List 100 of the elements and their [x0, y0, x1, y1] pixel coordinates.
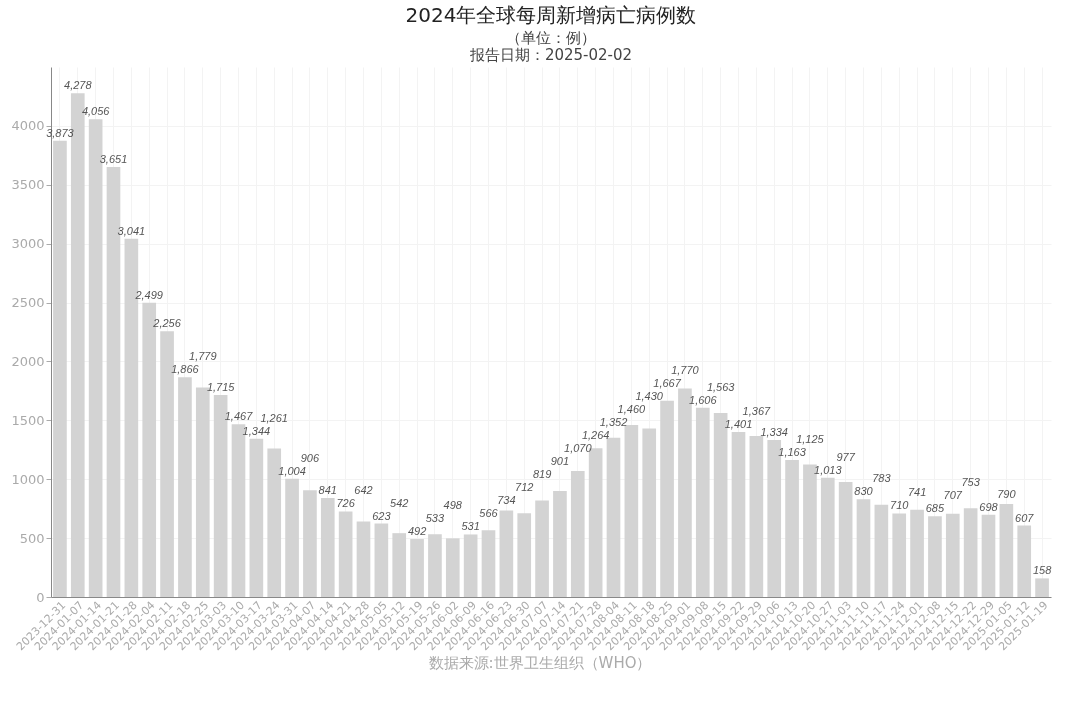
bar: [963, 508, 978, 597]
data-label: 642: [354, 484, 373, 497]
y-tick-label: 1000: [11, 471, 45, 487]
bar: [1017, 525, 1032, 597]
data-label: 819: [532, 468, 552, 481]
bar: [695, 407, 710, 597]
bar: [1035, 578, 1049, 597]
bar: [660, 400, 674, 597]
data-label: 712: [515, 481, 534, 494]
data-label: 533: [425, 512, 445, 525]
data-label: 710: [890, 499, 910, 512]
y-tick-label: 1500: [11, 412, 45, 428]
data-label: 707: [943, 489, 963, 502]
bar: [356, 521, 371, 597]
data-label: 566: [479, 507, 499, 520]
bar: [178, 377, 192, 597]
bar: [945, 513, 960, 597]
y-tick-label: 2000: [11, 353, 45, 369]
data-label: 1,344: [242, 424, 271, 437]
bar: [445, 538, 460, 597]
bar: [517, 513, 532, 597]
bar: [481, 530, 496, 597]
data-label: 1,715: [206, 381, 236, 394]
data-label: 1,125: [796, 433, 825, 446]
bar: [856, 499, 871, 597]
data-label: 783: [872, 472, 892, 485]
data-label: 906: [300, 451, 320, 464]
bar: [410, 539, 424, 597]
data-label: 1,779: [189, 350, 217, 363]
data-label: 790: [997, 487, 1017, 500]
data-label: 1,460: [617, 403, 646, 416]
data-label: 623: [372, 509, 392, 522]
y-tick-label: 3500: [11, 177, 45, 193]
y-tick-label: 4000: [11, 118, 45, 134]
source-note: 数据来源:世界卫生组织（WHO）: [427, 654, 653, 673]
data-label: 734: [497, 494, 516, 507]
data-label: 1,770: [671, 364, 700, 377]
bar: [463, 534, 478, 597]
bar: [838, 481, 853, 597]
bar: [374, 523, 389, 597]
data-label: 1,606: [689, 393, 718, 406]
text: 报告日期：2025-02-02: [468, 46, 633, 64]
data-label: 1,264: [581, 429, 610, 442]
data-label: 726: [336, 497, 356, 510]
bar: [499, 510, 514, 597]
bar: [553, 490, 567, 597]
data-label: 1,070: [564, 442, 593, 455]
data-label: 2,499: [134, 288, 163, 301]
chart-subtitle: （单位：例）: [506, 29, 596, 47]
bar: [303, 490, 317, 597]
data-label: 753: [961, 476, 981, 489]
data-label: 4,278: [64, 79, 93, 92]
bar: [535, 500, 549, 597]
data-label: 1,004: [278, 464, 306, 477]
chart-title: 2024年全球每周新增病亡病例数: [405, 3, 697, 27]
data-label: 2,256: [152, 317, 182, 330]
bar: [892, 513, 907, 597]
data-label: 1,261: [260, 411, 288, 424]
data-label: 977: [836, 450, 856, 463]
bar: [249, 438, 264, 597]
data-label: 685: [925, 502, 945, 515]
bar: [820, 477, 835, 597]
y-tick-label: 500: [19, 530, 45, 546]
data-label: 4,056: [81, 105, 111, 118]
bar: [392, 533, 407, 597]
bar: [570, 470, 585, 597]
data-label: 1,367: [742, 404, 771, 417]
y-tick-label: 3000: [11, 236, 45, 252]
data-label: 1,163: [778, 446, 807, 459]
y-tick-label: 2500: [11, 295, 45, 311]
data-label: 1,563: [706, 380, 736, 393]
data-label: 492: [407, 525, 427, 538]
data-label: 607: [1015, 511, 1035, 524]
data-label: 1,866: [171, 363, 200, 376]
data-label: 3,651: [99, 152, 128, 165]
bar: [785, 460, 799, 597]
bar: [928, 516, 942, 597]
data-label: 158: [1032, 564, 1053, 577]
data-label: 741: [907, 486, 927, 499]
data-label: 3,041: [117, 224, 146, 237]
bar: [731, 431, 746, 597]
data-label: 1,334: [760, 425, 788, 438]
data-label: 901: [550, 455, 570, 468]
data-label: 1,430: [635, 390, 664, 403]
data-label: 1,352: [599, 416, 628, 429]
bar: [642, 428, 657, 597]
data-label: 542: [390, 496, 409, 509]
data-label: 1,401: [724, 417, 753, 430]
bar: [285, 478, 299, 597]
bar: [428, 534, 442, 597]
bar: [338, 511, 353, 597]
data-label: 498: [443, 499, 463, 512]
bar: [749, 436, 764, 597]
data-label: 841: [318, 483, 337, 496]
y-tick-label: 0: [36, 589, 45, 605]
bar: [910, 509, 924, 597]
bar: [320, 497, 335, 597]
data-label: 531: [461, 520, 480, 533]
data-label: 1,013: [814, 463, 843, 476]
bar: [999, 503, 1014, 597]
